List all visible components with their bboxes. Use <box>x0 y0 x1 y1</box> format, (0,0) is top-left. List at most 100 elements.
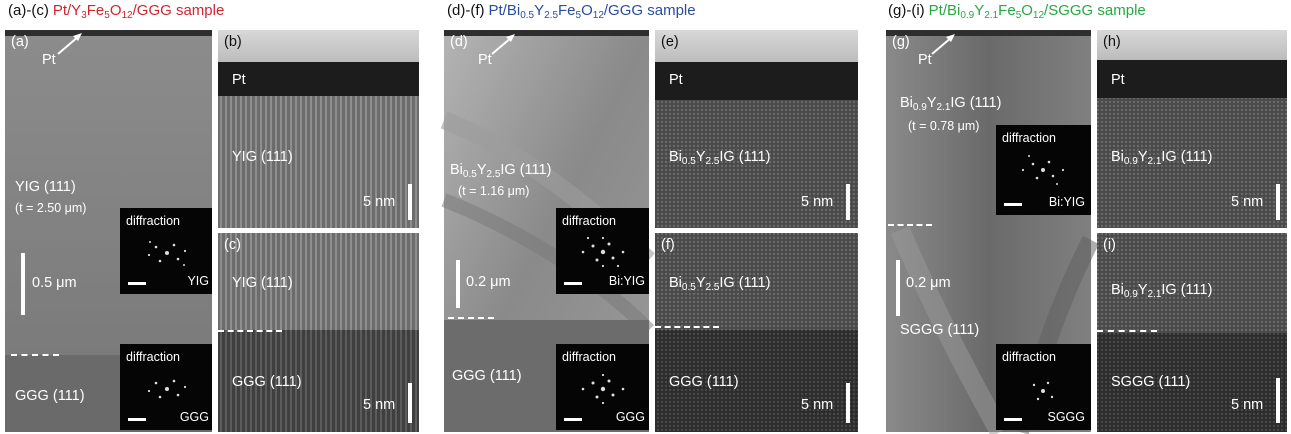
group-prefix: (a)-(c) <box>8 2 49 19</box>
group-sample-label: Pt/Bi0.9Y2.1Fe5O12/SGGG sample <box>928 2 1146 21</box>
scale-bar <box>846 383 850 423</box>
diffraction-pattern <box>147 241 187 266</box>
pt-label: Pt <box>232 72 246 88</box>
inset-title: diffraction <box>1002 131 1056 145</box>
panel-letter: (b) <box>224 34 242 50</box>
panel-letter: (c) <box>224 237 241 253</box>
scale-label: 5 nm <box>363 194 396 210</box>
interface-line <box>11 354 59 356</box>
inset-title: diffraction <box>1002 350 1056 364</box>
inset-tag: GGG <box>615 410 645 424</box>
panel-letter: (e) <box>661 34 679 50</box>
diffraction-pattern <box>147 379 187 399</box>
group-sample-label: Pt/Y3Fe5O12/GGG sample <box>52 2 225 21</box>
panel-letter: (g) <box>892 34 910 50</box>
panel-letter: (d) <box>450 34 468 50</box>
inset-title: diffraction <box>126 214 180 228</box>
interface-line <box>218 330 282 332</box>
scale-bar <box>408 184 412 220</box>
scale-bar <box>896 260 900 316</box>
inset-tag: SGGG <box>1047 410 1085 424</box>
film-label: YIG (111) <box>15 179 76 195</box>
scale-label: 5 nm <box>1231 397 1264 413</box>
inset-tag: YIG <box>187 274 209 288</box>
diffraction-inset-film: diffraction Bi:YIG <box>996 125 1091 215</box>
diffraction-pattern <box>581 236 625 268</box>
pt-label: Pt <box>42 52 56 68</box>
pt-label: Pt <box>669 72 683 88</box>
panel-i: (i) Bi0.9Y2.1IG (111) SGGG (111) 5 nm <box>1097 233 1287 432</box>
inset-scale-bar <box>564 282 582 285</box>
panel-f: (f) Bi0.5Y2.5IG (111) GGG (111) 5 nm <box>655 233 858 432</box>
interface-line <box>1097 330 1157 332</box>
pt-label: Pt <box>1111 72 1125 88</box>
diffraction-pattern <box>581 373 625 405</box>
inset-title: diffraction <box>562 350 616 364</box>
pt-label: Pt <box>918 52 932 68</box>
substrate-label: GGG (111) <box>15 388 85 404</box>
group-prefix: (g)-(i) <box>888 2 925 19</box>
film-label: Bi0.5Y2.5IG (111) <box>669 149 771 167</box>
scale-bar <box>21 253 25 315</box>
inset-scale-bar <box>564 418 582 421</box>
diffraction-inset-substrate: diffraction SGGG <box>996 344 1091 430</box>
scale-label: 0.5 μm <box>32 275 77 291</box>
film-label: Bi0.5Y2.5IG (111) <box>669 275 771 293</box>
panel-a: (a) Pt YIG (111) (t = 2.50 μm) 0.5 μm di… <box>5 30 212 432</box>
scale-label: 0.2 μm <box>466 274 511 290</box>
scale-label: 0.2 μm <box>906 275 951 291</box>
panel-h: (h) Pt Bi0.9Y2.1IG (111) 5 nm <box>1097 30 1287 228</box>
film-label: Bi0.5Y2.5IG (111) <box>450 162 552 180</box>
panel-d: (d) Pt Bi0.5Y2.5IG (111) (t = 1.16 μm) 0… <box>444 30 649 432</box>
scale-label: 5 nm <box>801 397 834 413</box>
inset-scale-bar <box>128 282 146 285</box>
diffraction-inset-film: diffraction YIG <box>120 208 212 294</box>
film-label: YIG (111) <box>232 149 293 165</box>
scale-label: 5 nm <box>801 194 834 210</box>
interface-line <box>655 326 719 328</box>
substrate-label: SGGG (111) <box>900 322 980 338</box>
film-label: Bi0.9Y2.1IG (111) <box>1111 149 1213 167</box>
inset-title: diffraction <box>126 350 180 364</box>
panel-letter: (i) <box>1103 237 1116 253</box>
diffraction-inset-substrate: diffraction GGG <box>120 344 212 430</box>
inset-tag: Bi:YIG <box>608 274 645 288</box>
scale-label: 5 nm <box>363 397 396 413</box>
diffraction-pattern <box>1032 381 1054 401</box>
group-title-g-i: (g)-(i) Pt/Bi0.9Y2.1Fe5O12/SGGG sample <box>888 2 1146 21</box>
substrate-label: SGGG (111) <box>1111 374 1191 390</box>
thickness-label: (t = 1.16 μm) <box>458 184 530 198</box>
interface-line <box>448 317 494 319</box>
inset-tag: GGG <box>179 410 209 424</box>
diffraction-inset-substrate: diffraction GGG <box>556 344 649 430</box>
panel-c: (c) YIG (111) GGG (111) 5 nm <box>218 233 419 432</box>
group-prefix: (d)-(f) <box>447 2 485 19</box>
inset-scale-bar <box>1004 203 1022 206</box>
inset-scale-bar <box>1004 418 1022 421</box>
panel-letter: (h) <box>1103 34 1121 50</box>
diffraction-inset-film: diffraction Bi:YIG <box>556 208 649 294</box>
substrate-label: GGG (111) <box>232 374 302 390</box>
thickness-label: (t = 2.50 μm) <box>15 201 87 215</box>
panel-e: (e) Pt Bi0.5Y2.5IG (111) 5 nm <box>655 30 858 228</box>
film-label: YIG (111) <box>232 275 293 291</box>
group-title-a-c: (a)-(c) Pt/Y3Fe5O12/GGG sample <box>8 2 224 21</box>
group-title-d-f: (d)-(f) Pt/Bi0.5Y2.5Fe5O12/GGG sample <box>447 2 696 21</box>
scale-bar <box>1276 184 1280 220</box>
inset-tag: Bi:YIG <box>1048 195 1085 209</box>
interface-line <box>888 224 932 226</box>
inset-title: diffraction <box>562 214 616 228</box>
scale-bar <box>846 184 850 220</box>
panel-g: (g) Pt Bi0.9Y2.1IG (111) (t = 0.78 μm) d… <box>886 30 1091 432</box>
film-label: Bi0.9Y2.1IG (111) <box>900 95 1002 113</box>
scale-bar <box>408 383 412 423</box>
substrate-label: GGG (111) <box>452 368 522 384</box>
inset-scale-bar <box>128 418 146 421</box>
group-sample-label: Pt/Bi0.5Y2.5Fe5O12/GGG sample <box>488 2 696 21</box>
film-label: Bi0.9Y2.1IG (111) <box>1111 282 1213 300</box>
scale-bar <box>1276 378 1280 423</box>
scale-label: 5 nm <box>1231 194 1264 210</box>
diffraction-pattern <box>1021 155 1065 185</box>
thickness-label: (t = 0.78 μm) <box>908 119 980 133</box>
